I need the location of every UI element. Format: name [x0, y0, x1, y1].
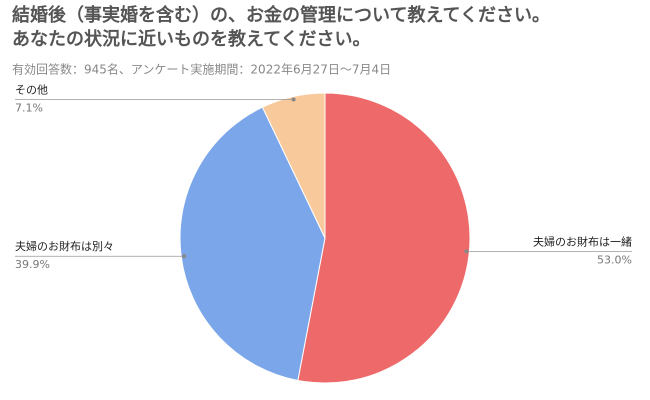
chart-title: あなたの状況に近いものを教えてください。: [12, 28, 371, 50]
leader-dot: [182, 254, 187, 259]
slice-label: 夫婦のお財布は別々: [15, 239, 114, 253]
slice-label: その他: [15, 84, 48, 97]
slice-value: 39.9%: [15, 258, 50, 271]
slice-value: 53.0%: [597, 253, 632, 266]
pie-slice: [261, 92, 326, 239]
slice-value: 7.1%: [15, 102, 43, 115]
chart-subtitle: 有効回答数：945名、アンケート実施期間：2022年6月27日〜7月4日: [12, 62, 391, 77]
chart-title: 結婚後（事実婚を含む）の、お金の管理について教えてください。: [12, 4, 550, 26]
leader-dot: [464, 249, 469, 254]
slice-label: 夫婦のお財布は一緒: [533, 234, 632, 248]
leader-dot: [291, 97, 296, 102]
